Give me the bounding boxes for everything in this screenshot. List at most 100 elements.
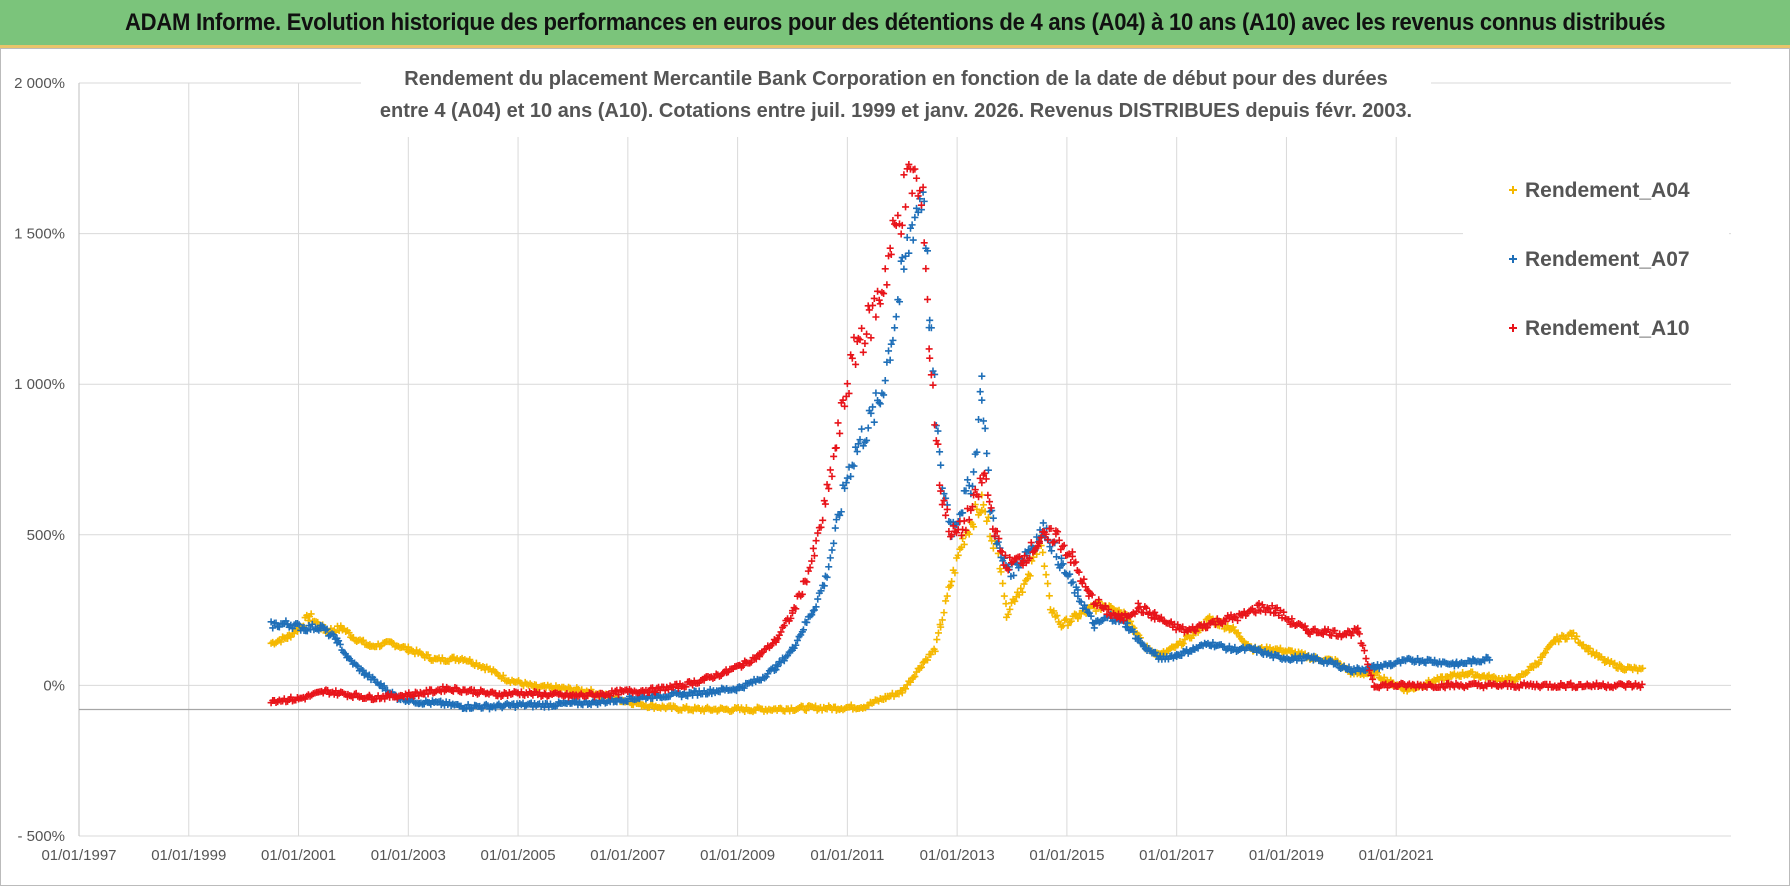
data-point	[891, 324, 899, 332]
data-point	[911, 673, 919, 681]
data-point	[913, 668, 921, 676]
data-point	[878, 288, 886, 296]
data-point	[1059, 560, 1067, 568]
data-point	[981, 469, 989, 477]
data-point	[898, 254, 906, 262]
data-point	[845, 389, 853, 397]
data-point	[998, 548, 1006, 556]
data-point	[1179, 640, 1187, 648]
data-point	[908, 189, 916, 197]
data-point	[1048, 547, 1056, 555]
data-point	[1078, 579, 1086, 587]
data-point	[792, 605, 800, 613]
data-point	[960, 540, 968, 548]
data-point	[1050, 538, 1058, 546]
data-point	[1072, 558, 1080, 566]
data-point	[305, 622, 313, 630]
data-point	[986, 508, 994, 516]
data-point	[1360, 647, 1368, 655]
data-point	[682, 683, 690, 691]
data-point	[1586, 645, 1594, 653]
data-point	[881, 377, 889, 385]
data-point	[780, 657, 788, 665]
data-point	[870, 294, 878, 302]
data-point	[1082, 583, 1090, 591]
data-point	[995, 535, 1003, 543]
data-point	[902, 203, 910, 211]
data-point	[1044, 536, 1052, 544]
data-point	[920, 239, 928, 247]
data-point	[1053, 612, 1061, 620]
x-tick-label: 01/01/2009	[700, 847, 775, 864]
data-point	[1521, 670, 1529, 678]
data-point	[1541, 649, 1549, 657]
data-point	[483, 689, 491, 697]
data-point	[1105, 606, 1113, 614]
data-point	[1324, 626, 1332, 634]
data-point	[1016, 553, 1024, 561]
data-point	[867, 334, 875, 342]
data-point	[872, 313, 880, 321]
data-point	[1178, 652, 1186, 660]
data-point	[828, 546, 836, 554]
data-point	[1365, 666, 1373, 674]
data-point	[997, 568, 1005, 576]
data-point	[929, 381, 937, 389]
data-point	[803, 618, 811, 626]
data-point	[864, 424, 872, 432]
data-point	[788, 609, 796, 617]
data-point	[1593, 649, 1601, 657]
data-point	[1035, 537, 1043, 545]
legend-marker	[1509, 186, 1517, 194]
data-point	[1044, 580, 1052, 588]
data-point	[1189, 632, 1197, 640]
data-point	[787, 614, 795, 622]
data-point	[1255, 599, 1263, 607]
data-point	[774, 635, 782, 643]
data-point	[1147, 614, 1155, 622]
data-point	[1229, 623, 1237, 631]
data-point	[962, 487, 970, 495]
data-point	[1538, 653, 1546, 661]
data-point	[960, 517, 968, 525]
data-point	[651, 688, 659, 696]
data-point	[1569, 629, 1577, 637]
data-point	[308, 620, 316, 628]
data-point	[814, 529, 822, 537]
legend-label: Rendement_A04	[1525, 179, 1690, 202]
data-point	[1579, 641, 1587, 649]
data-point	[976, 474, 984, 482]
data-point	[812, 537, 820, 545]
x-tick-label: 01/01/1999	[151, 847, 226, 864]
data-point	[1024, 570, 1032, 578]
data-point	[924, 295, 932, 303]
data-point	[1374, 669, 1382, 677]
data-point	[856, 336, 864, 344]
data-point	[1074, 592, 1082, 600]
data-point	[806, 612, 814, 620]
x-tick-label: 01/01/2013	[920, 847, 995, 864]
data-point	[931, 647, 939, 655]
data-point	[940, 496, 948, 504]
data-point	[911, 213, 919, 221]
data-point	[804, 567, 812, 575]
data-point	[820, 497, 828, 505]
data-point	[1026, 572, 1034, 580]
data-point	[905, 249, 913, 257]
data-point	[975, 493, 983, 501]
data-point	[908, 221, 916, 229]
data-point	[984, 491, 992, 499]
series-rendement-a07	[267, 188, 1494, 713]
data-point	[841, 484, 849, 492]
data-point	[336, 640, 344, 648]
data-point	[1087, 612, 1095, 620]
data-point	[793, 636, 801, 644]
data-point	[917, 663, 925, 671]
data-point	[1060, 541, 1068, 549]
x-tick-label: 01/01/2011	[810, 847, 884, 864]
data-point	[572, 697, 580, 705]
data-point	[1004, 566, 1012, 574]
data-point	[345, 629, 353, 637]
data-point	[1088, 591, 1096, 599]
data-point	[903, 234, 911, 242]
